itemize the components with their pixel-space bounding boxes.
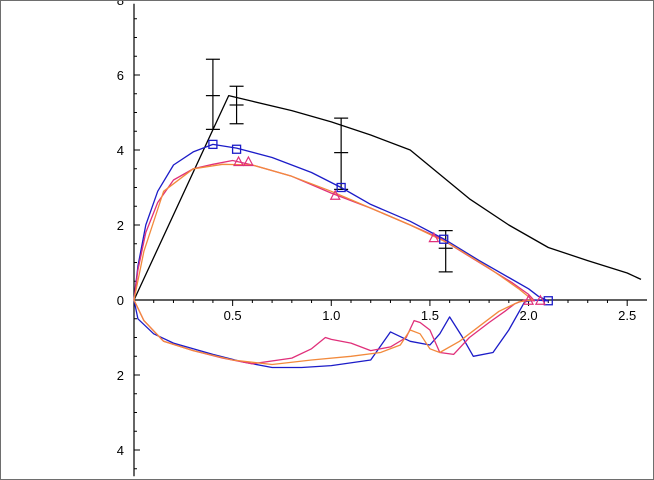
triangle-marker [523,294,535,305]
y-tick-label: 2 [117,368,124,383]
y-tick-label: 2 [117,218,124,233]
triangle-marker [242,155,254,167]
y-tick-label: 6 [117,68,124,83]
triangle-marker [534,294,546,305]
series-markers [208,139,553,306]
error-bars [205,58,453,273]
triangle-marker [428,231,440,243]
square-marker [336,182,346,193]
x-tick-label: 2.5 [618,308,636,323]
square-marker [208,139,218,150]
triangle-marker [233,155,245,167]
x-tick-label: 1.5 [421,308,439,323]
series-lines [133,94,642,369]
triangle-marker [329,189,341,200]
x-tick-label: 1.0 [322,308,340,323]
tick-labels: 0.5 1.0 1.5 2.0 2.5 8 6 4 2 0 2 4 [117,1,636,458]
square-marker [231,144,242,154]
y-tick-label: 0 [117,293,124,308]
square-marker [439,234,449,244]
axes [133,3,647,477]
y-tick-label: 4 [117,143,124,158]
y-tick-label: 8 [117,1,124,8]
x-tick-label: 0.5 [224,308,242,323]
y-tick-label: 4 [117,443,124,458]
series-line-3 [133,163,534,366]
series-line-1 [133,143,549,369]
series-line-0 [133,94,642,301]
series-line-2 [133,159,536,365]
x-tick-label: 2.0 [520,308,538,323]
square-marker [543,296,553,306]
